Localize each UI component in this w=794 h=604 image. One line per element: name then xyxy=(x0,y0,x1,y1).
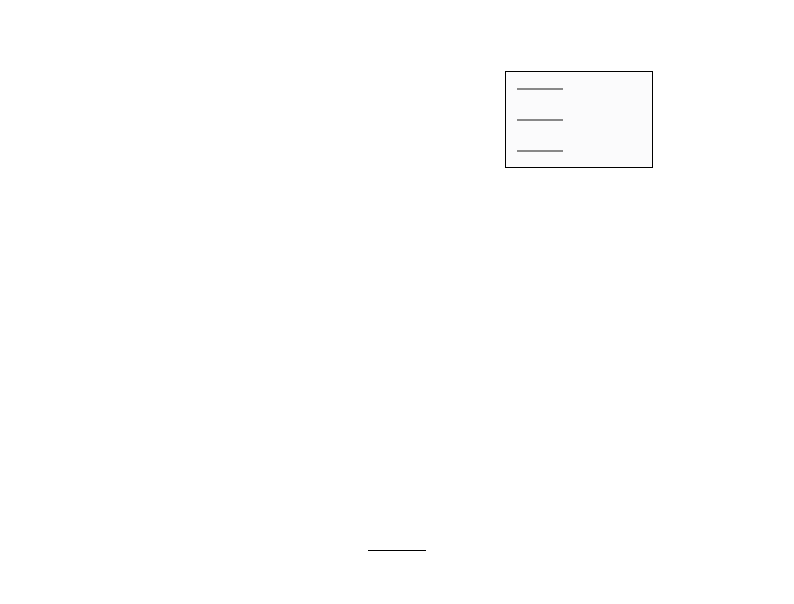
x-axis-label xyxy=(336,548,457,554)
legend xyxy=(505,71,653,168)
legend-item xyxy=(506,136,652,165)
legend-line-n64 xyxy=(517,149,563,152)
legend-item xyxy=(506,74,652,103)
legend-line-n4 xyxy=(517,87,563,90)
fraction-bar-line xyxy=(367,550,426,551)
legend-line-n16 xyxy=(517,118,563,121)
legend-item xyxy=(506,105,652,134)
